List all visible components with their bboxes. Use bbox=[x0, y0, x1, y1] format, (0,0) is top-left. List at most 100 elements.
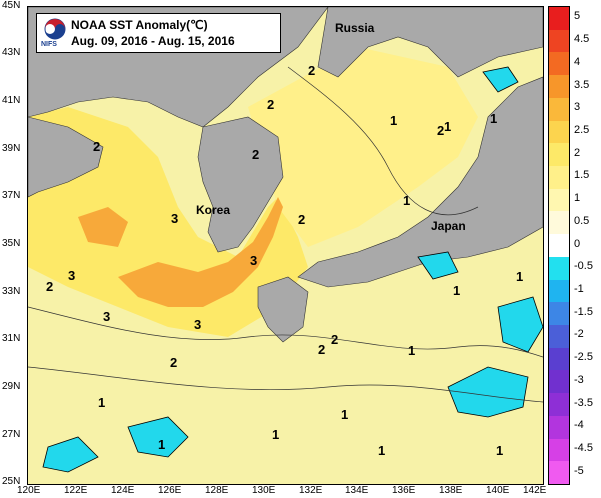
lon-tick-label: 142E bbox=[523, 485, 547, 496]
lat-tick-label: 33N bbox=[2, 286, 21, 297]
contour-label: 2 bbox=[298, 212, 306, 227]
land-shandong bbox=[28, 116, 104, 198]
contour-label: 1 bbox=[408, 343, 416, 358]
colorbar-label: 4 bbox=[574, 55, 581, 68]
lon-tick-label: 120E bbox=[17, 485, 41, 496]
lat-tick-label: 27N bbox=[2, 429, 21, 440]
contour-label: 3 bbox=[250, 253, 258, 268]
contour-label: 1 bbox=[272, 427, 280, 442]
lat-tick-label: 39N bbox=[2, 143, 21, 154]
land-kyushu bbox=[257, 276, 309, 343]
colorbar-swatch bbox=[549, 7, 569, 31]
hot-region-yellow-sea bbox=[78, 207, 128, 247]
land-russia bbox=[317, 7, 543, 78]
contour-label: 3 bbox=[171, 211, 179, 226]
lat-tick-label: 31N bbox=[2, 333, 21, 344]
lat-tick-label: 41N bbox=[2, 95, 21, 106]
colorbar-swatch bbox=[549, 370, 569, 394]
contour-label: 1 bbox=[444, 119, 452, 134]
lon-tick-label: 126E bbox=[158, 485, 182, 496]
lat-tick-label: 25N bbox=[2, 476, 21, 487]
colorbar-swatch bbox=[549, 256, 569, 281]
contour-label: 1 bbox=[453, 283, 461, 298]
contour-label: 2 bbox=[170, 355, 178, 370]
lon-tick-label: 130E bbox=[252, 485, 276, 496]
title-box: NIFS NOAA SST Anomaly(℃) Aug. 09, 2016 -… bbox=[36, 13, 281, 53]
cold-patch-south-2 bbox=[42, 436, 99, 473]
map-drawing bbox=[28, 7, 543, 473]
land-korea bbox=[197, 116, 284, 253]
colorbar-label: -1.5 bbox=[574, 305, 593, 318]
nifs-logo-icon bbox=[44, 18, 66, 40]
label-korea: Korea bbox=[196, 203, 231, 217]
colorbar-swatch bbox=[549, 29, 569, 53]
contour-line-1 bbox=[28, 306, 543, 358]
colorbar-swatch bbox=[549, 234, 569, 258]
colorbar-swatch bbox=[549, 75, 569, 99]
warm-region-east-sea bbox=[248, 47, 478, 247]
colorbar-swatch bbox=[549, 166, 569, 190]
colorbar-label: -3 bbox=[574, 373, 584, 386]
lon-tick-label: 134E bbox=[345, 485, 369, 496]
colorbar-label: -2.5 bbox=[574, 351, 593, 364]
colorbar-swatch bbox=[549, 52, 569, 76]
title-line-1: NOAA SST Anomaly(℃) bbox=[71, 18, 208, 32]
contour-label: 2 bbox=[331, 332, 339, 347]
label-russia: Russia bbox=[335, 21, 375, 35]
colorbar-label: 1.5 bbox=[574, 169, 590, 182]
sst-anomaly-map: Russia Korea Japan 2 2 1 2 2 3 2 1 3 2 3… bbox=[27, 6, 544, 485]
lat-tick-label: 37N bbox=[2, 190, 21, 201]
colorbar-swatch bbox=[549, 97, 569, 122]
cold-patch-north bbox=[482, 66, 519, 93]
cold-patch-east-3 bbox=[417, 251, 459, 280]
contour-label: 1 bbox=[158, 437, 166, 452]
colorbar bbox=[548, 6, 570, 485]
contour-line-2 bbox=[28, 366, 543, 403]
cold-patch-south-1 bbox=[127, 416, 189, 458]
contour-label: 2 bbox=[308, 63, 316, 78]
lat-tick-label: 43N bbox=[2, 47, 21, 58]
contour-label: 2 bbox=[267, 97, 275, 112]
colorbar-label: -3.5 bbox=[574, 396, 593, 409]
colorbar-label: 5 bbox=[574, 10, 581, 23]
colorbar-label: -2 bbox=[574, 328, 584, 341]
contour-label: 1 bbox=[490, 111, 498, 126]
colorbar-label: 1 bbox=[574, 192, 581, 205]
contour-label: 2 bbox=[46, 279, 54, 294]
colorbar-label: 0 bbox=[574, 237, 581, 250]
contour-label: 1 bbox=[98, 395, 106, 410]
lat-tick-label: 35N bbox=[2, 238, 21, 249]
lon-tick-label: 140E bbox=[486, 485, 510, 496]
colorbar-label: -4 bbox=[574, 419, 584, 432]
colorbar-label: 2 bbox=[574, 146, 581, 159]
contour-label: 2 bbox=[437, 123, 445, 138]
colorbar-swatch bbox=[549, 415, 569, 440]
contour-label: 2 bbox=[318, 342, 326, 357]
colorbar-label: 3 bbox=[574, 101, 581, 114]
lon-tick-label: 122E bbox=[64, 485, 88, 496]
hot-region-korea-strait bbox=[118, 197, 283, 307]
lon-tick-label: 136E bbox=[392, 485, 416, 496]
colorbar-swatch bbox=[549, 347, 569, 371]
contour-label: 1 bbox=[390, 113, 398, 128]
lon-tick-label: 124E bbox=[111, 485, 135, 496]
lon-tick-label: 128E bbox=[205, 485, 229, 496]
contour-label: 1 bbox=[403, 193, 411, 208]
colorbar-swatch bbox=[549, 393, 569, 417]
land-japan-honshu bbox=[297, 76, 543, 288]
cold-patch-east-1 bbox=[447, 366, 529, 418]
colorbar-label: 4.5 bbox=[574, 33, 590, 46]
colorbar-swatch bbox=[549, 438, 569, 462]
colorbar-swatch bbox=[549, 302, 569, 326]
colorbar-label: 0.5 bbox=[574, 214, 590, 227]
colorbar-swatch bbox=[549, 120, 569, 144]
contour-label: 3 bbox=[194, 317, 202, 332]
contour-label: 3 bbox=[103, 309, 111, 324]
colorbar-label: 2.5 bbox=[574, 123, 590, 136]
colorbar-label: -0.5 bbox=[574, 260, 593, 273]
contour-label: 1 bbox=[341, 407, 349, 422]
colorbar-label: -1 bbox=[574, 282, 584, 295]
colorbar-label: -5 bbox=[574, 464, 584, 477]
contour-label: 1 bbox=[496, 443, 504, 458]
contour-label: 3 bbox=[68, 268, 76, 283]
